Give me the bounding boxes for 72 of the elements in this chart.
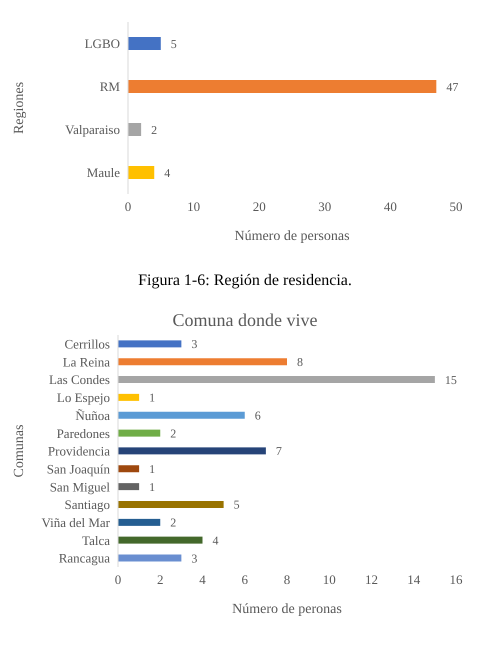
data-label: 1	[149, 462, 156, 476]
bar	[128, 80, 436, 94]
x-tick-label: 10	[187, 199, 200, 214]
y-tick-label: Lo Espejo	[56, 390, 110, 406]
y-tick-label: San Miguel	[50, 479, 110, 494]
data-label: 1	[149, 390, 156, 405]
y-tick-label: Rancagua	[58, 550, 110, 566]
data-label: 15	[444, 372, 457, 387]
bar	[128, 37, 161, 50]
x-tick-label: 40	[384, 199, 397, 214]
bar	[128, 123, 142, 136]
data-label: 8	[297, 354, 303, 369]
y-tick-label: LGBO	[84, 36, 120, 52]
x-tick-label: 16	[450, 572, 463, 588]
data-label: 47	[446, 80, 458, 94]
bar	[118, 394, 140, 401]
y-tick-label: Las Condes	[48, 372, 110, 388]
y-axis-title: Regiones	[12, 82, 27, 134]
bar	[118, 376, 435, 384]
y-tick-label: Talca	[82, 532, 110, 548]
bar	[118, 430, 160, 437]
bar	[118, 465, 140, 472]
data-label: 2	[170, 426, 176, 440]
y-tick-label: Viña del Mar	[41, 515, 111, 530]
bar	[118, 447, 266, 454]
y-tick-label: Providencia	[48, 444, 110, 459]
x-tick-label: 12	[365, 572, 378, 588]
data-label: 5	[170, 36, 177, 51]
x-axis-title: Número de peronas	[232, 602, 342, 617]
y-tick-label: Ñuñoa	[75, 408, 110, 423]
y-tick-label: Paredones	[56, 426, 110, 441]
bar	[118, 358, 287, 366]
x-tick-label: 14	[407, 572, 421, 588]
data-label: 7	[276, 444, 282, 458]
y-tick-label: Santiago	[64, 497, 110, 512]
data-label: 6	[254, 408, 261, 422]
x-tick-label: 6	[242, 572, 248, 588]
bar	[118, 518, 160, 526]
bar	[128, 166, 154, 180]
y-tick-label: La Reina	[62, 354, 110, 370]
x-tick-label: 50	[450, 199, 462, 214]
data-label: 4	[212, 533, 218, 548]
y-tick-label: Maule	[86, 165, 120, 180]
x-tick-label: 2	[157, 572, 164, 588]
x-tick-label: 20	[252, 199, 266, 214]
x-tick-label: 0	[124, 199, 132, 214]
bar	[118, 554, 182, 562]
x-tick-label: 10	[322, 572, 336, 588]
bar	[118, 483, 140, 490]
y-tick-label: RM	[100, 79, 120, 94]
bar	[118, 536, 202, 544]
x-tick-label: 4	[199, 572, 206, 588]
y-tick-label: San Joaquín	[46, 461, 110, 476]
x-tick-label: 0	[114, 572, 122, 588]
bar	[118, 340, 182, 348]
chart-title: Comuna donde vive	[172, 310, 318, 331]
data-label: 1	[149, 480, 156, 494]
y-axis-title: Comunas	[12, 424, 27, 478]
data-label: 2	[170, 516, 176, 530]
data-label: 5	[234, 498, 240, 512]
y-tick-label: Valparaiso	[65, 122, 120, 138]
data-label: 3	[191, 551, 198, 566]
x-axis-title: Número de personas	[234, 229, 350, 244]
y-tick-label: Cerrillos	[64, 336, 110, 352]
data-label: 4	[164, 166, 170, 180]
bar	[118, 500, 224, 508]
x-tick-label: 30	[318, 199, 332, 214]
data-label: 3	[191, 337, 198, 352]
x-tick-label: 8	[284, 572, 290, 588]
bar	[118, 412, 245, 419]
data-label: 2	[151, 122, 158, 137]
text: Figura 1-6: Región de residencia.	[137, 272, 353, 290]
